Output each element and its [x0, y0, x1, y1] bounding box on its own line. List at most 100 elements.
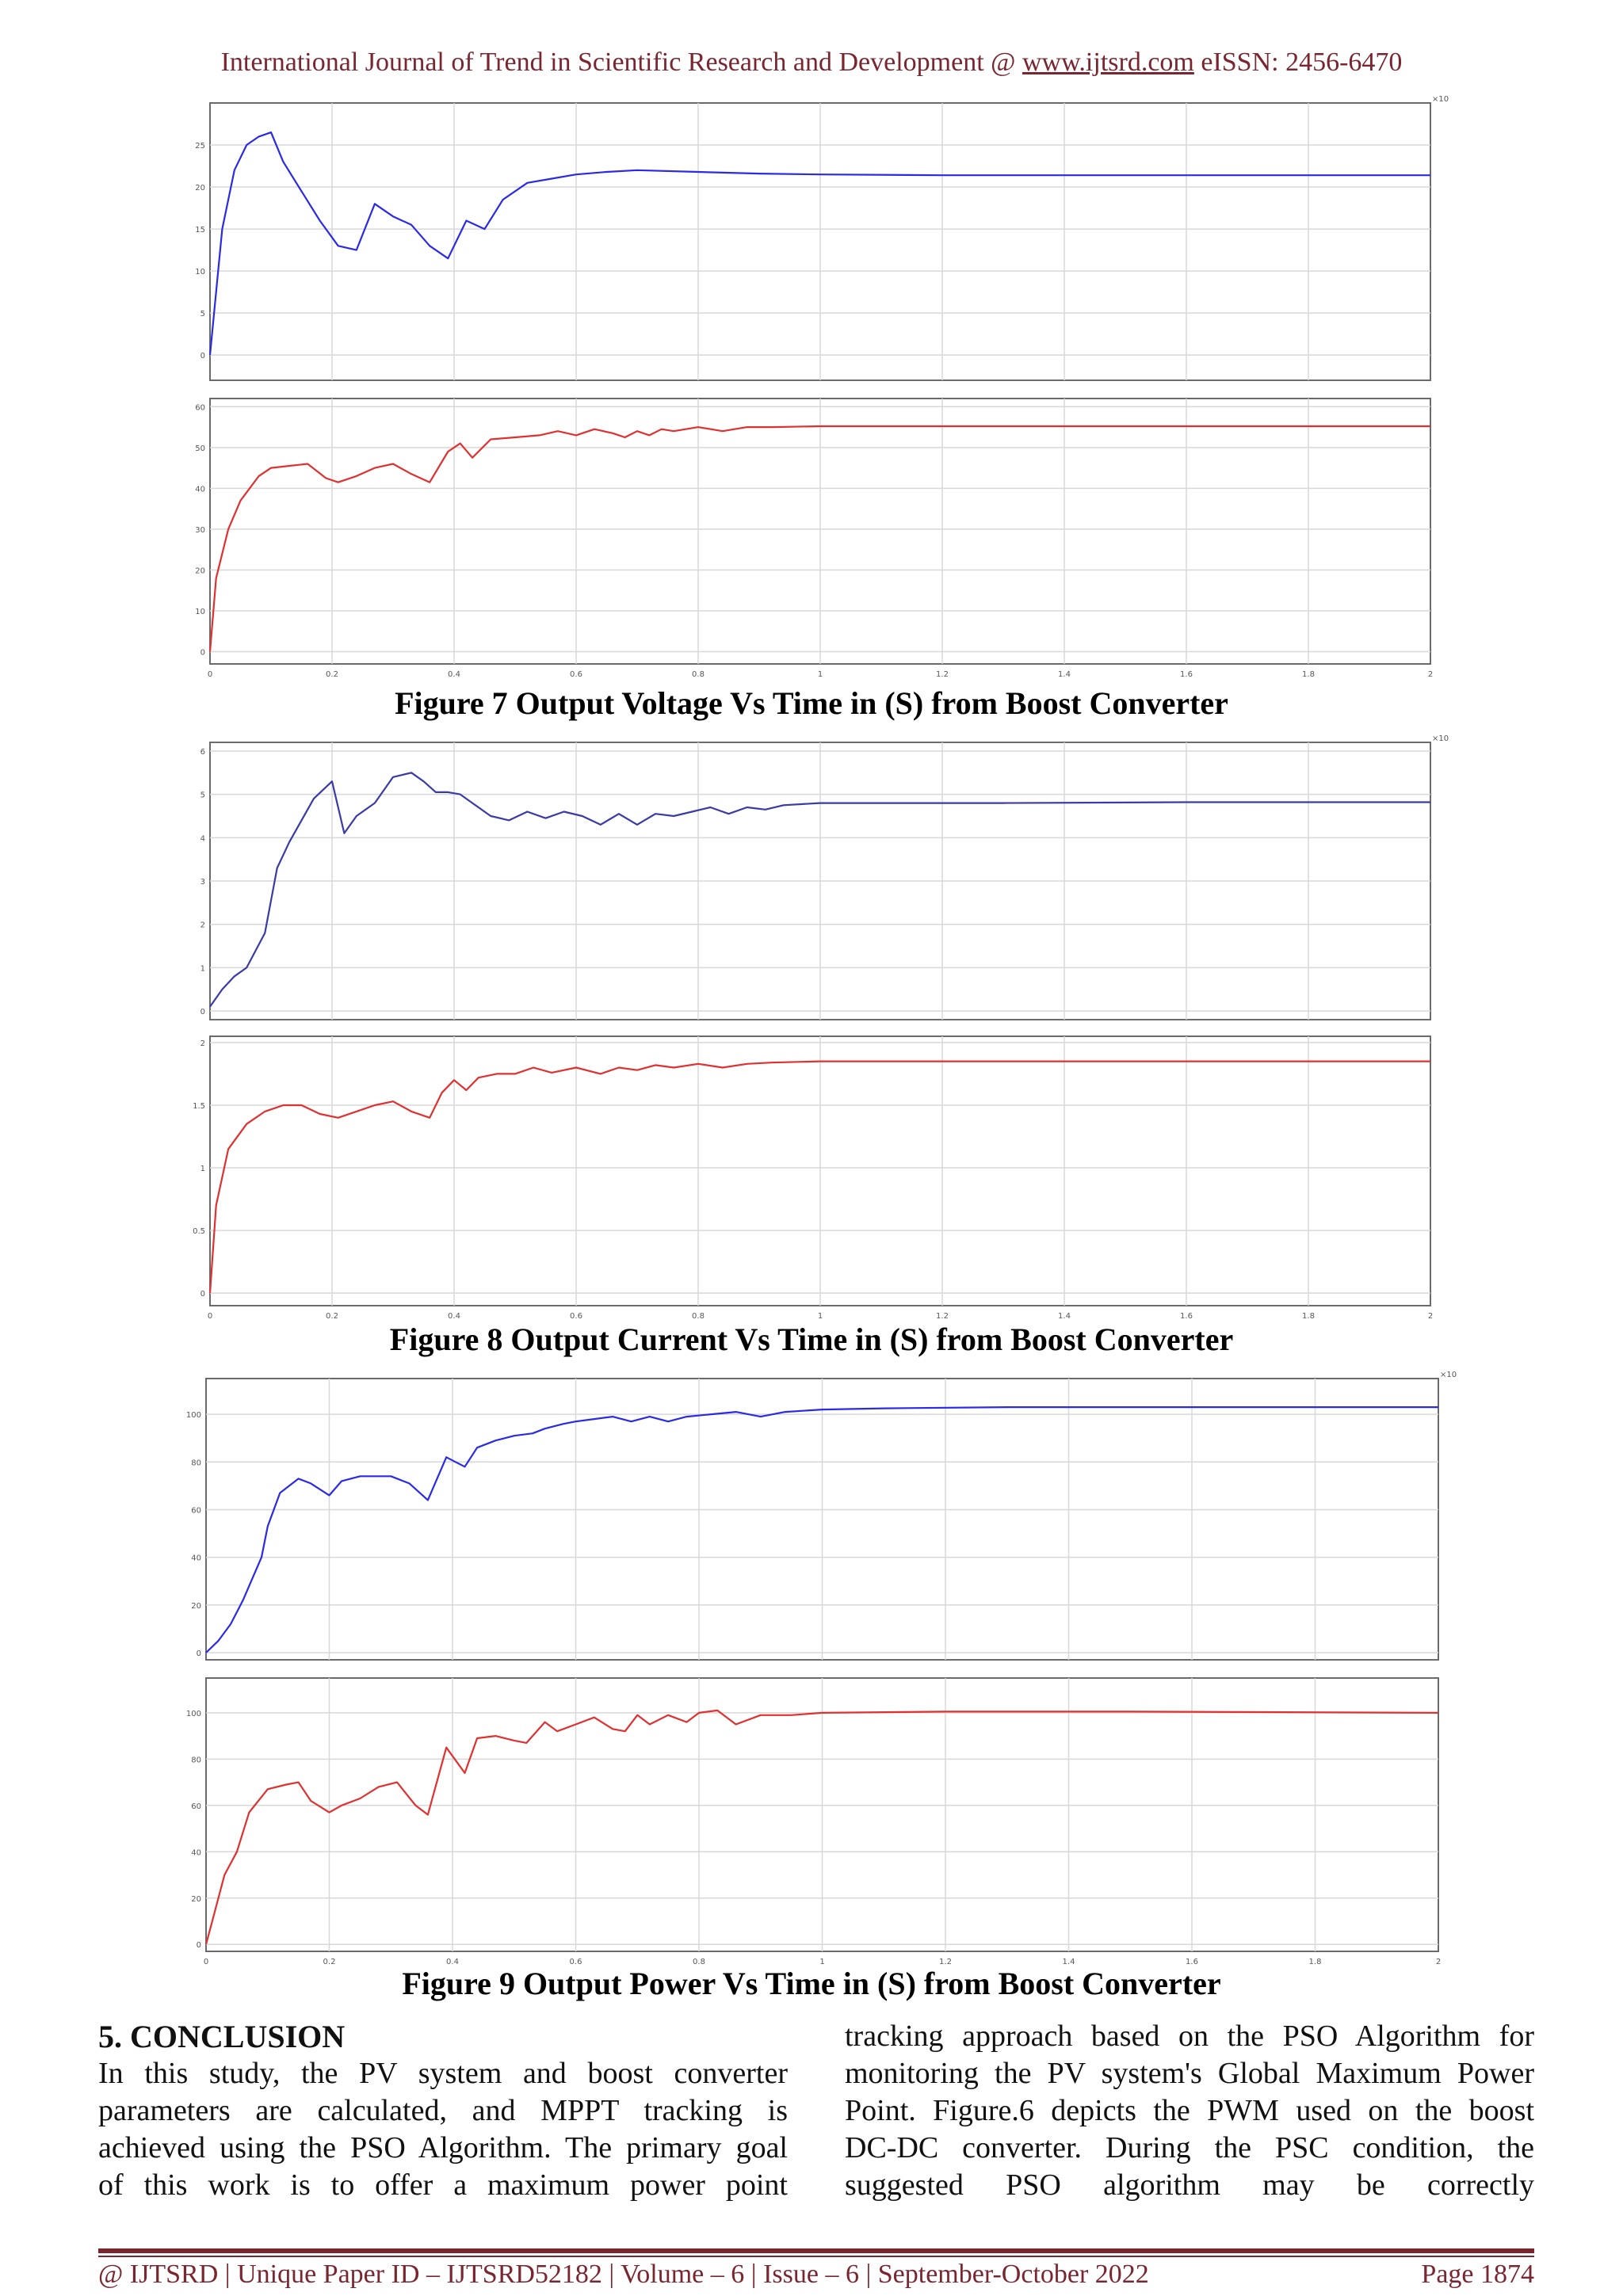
- y-tick-label: 40: [191, 1554, 201, 1563]
- x-tick-label: 0.2: [323, 1958, 336, 1966]
- series-line: [205, 1406, 1438, 1653]
- x-tick-label: 1.6: [1180, 1312, 1193, 1321]
- x-tick-label: 1: [819, 1958, 824, 1966]
- y-tick-label: 0: [200, 1008, 205, 1016]
- y-tick-label: 3: [200, 878, 205, 887]
- x-tick-label: 0.8: [693, 1958, 705, 1966]
- y-tick-label: 25: [195, 142, 205, 151]
- x-tick-label: 0.6: [570, 1958, 582, 1966]
- y-tick-label: 60: [195, 403, 205, 412]
- series-line: [204, 1709, 1439, 1945]
- series-line: [209, 772, 1430, 1008]
- series-line: [208, 1060, 1430, 1294]
- y-tick-label: 1: [200, 1165, 205, 1173]
- x-tick-label: 0: [204, 1958, 208, 1966]
- running-footer: @ IJTSRD | Unique Paper ID – IJTSRD52182…: [98, 2260, 1534, 2290]
- y-tick-label: 5: [200, 791, 205, 800]
- y-tick-label: 2: [200, 921, 205, 930]
- y-tick-label: 40: [191, 1848, 201, 1857]
- y-tick-label: 100: [186, 1710, 201, 1718]
- text-line: Point. Figure.6 depicts the PWM used on …: [845, 2094, 1534, 2127]
- y-tick-label: 100: [186, 1411, 201, 1420]
- x-tick-label: 0: [208, 1312, 212, 1321]
- x-tick-label: 1.4: [1058, 1312, 1071, 1321]
- journal-link[interactable]: www.ijtsrd.com: [1022, 48, 1194, 77]
- x-tick-label: 1.6: [1180, 670, 1193, 679]
- x-tick-label: 2: [1436, 1958, 1441, 1966]
- journal-name: International Journal of Trend in Scient…: [220, 48, 1022, 77]
- y-tick-label: 60: [191, 1802, 201, 1811]
- figure-8-caption: Figure 8 Output Current Vs Time in (S) f…: [389, 1322, 1234, 1357]
- figure-7-caption: Figure 7 Output Voltage Vs Time in (S) f…: [395, 685, 1228, 721]
- x-tick-label: 1.8: [1309, 1958, 1322, 1966]
- y-tick-label: 0: [197, 1941, 201, 1950]
- x-tick-label: 0.4: [446, 1958, 459, 1966]
- x-tick-label: 0.8: [692, 670, 705, 679]
- y-tick-label: 0.5: [193, 1227, 205, 1236]
- running-header: International Journal of Trend in Scient…: [0, 48, 1623, 78]
- x-tick-label: 0: [208, 670, 212, 679]
- footer-rule-thin: [98, 2256, 1534, 2257]
- x-tick-label: 2: [1428, 670, 1433, 679]
- x-tick-label: 0.2: [326, 670, 338, 679]
- text-line: In this study, the PV system and boost c…: [98, 2057, 788, 2090]
- axis-exponent-label: ×10: [1440, 1371, 1457, 1379]
- x-tick-label: 1: [818, 670, 823, 679]
- issn: eISSN: 2456-6470: [1193, 48, 1403, 77]
- page-number: Page 1874: [1421, 2260, 1534, 2289]
- y-tick-label: 0: [200, 352, 205, 360]
- text-line: parameters are calculated, and MPPT trac…: [98, 2094, 788, 2127]
- x-tick-label: 0.6: [570, 670, 582, 679]
- y-tick-label: 80: [191, 1756, 201, 1764]
- y-tick-label: 0: [197, 1650, 201, 1658]
- x-tick-label: 1.6: [1186, 1958, 1198, 1966]
- y-tick-label: 0: [200, 1290, 205, 1299]
- text-line: tracking approach based on the PSO Algor…: [845, 2019, 1534, 2053]
- y-tick-label: 2: [200, 1039, 205, 1048]
- x-tick-label: 1.8: [1302, 1312, 1315, 1321]
- section-title: 5. CONCLUSION: [98, 2019, 346, 2054]
- y-tick-label: 30: [195, 526, 205, 535]
- y-tick-label: 80: [191, 1459, 201, 1467]
- x-tick-label: 1.2: [936, 1312, 949, 1321]
- footer-rule: [98, 2248, 1534, 2253]
- conclusion-left-column: In this study, the PV system and boost c…: [98, 2055, 788, 2204]
- axis-exponent-label: ×10: [1432, 734, 1449, 743]
- x-tick-label: 0.8: [692, 1312, 705, 1321]
- text-line: DC-DC converter. During the PSC conditio…: [845, 2131, 1534, 2164]
- text-line: of this work is to offer a maximum power…: [98, 2168, 788, 2202]
- x-tick-label: 1.2: [939, 1958, 952, 1966]
- y-tick-label: 40: [195, 485, 205, 494]
- x-tick-label: 1: [818, 1312, 823, 1321]
- footer-info: @ IJTSRD | Unique Paper ID – IJTSRD52182…: [98, 2260, 1149, 2289]
- axis-exponent-label: ×10: [1432, 95, 1449, 104]
- x-tick-label: 1.4: [1058, 670, 1071, 679]
- y-tick-label: 1.5: [193, 1102, 205, 1111]
- conclusion-right-column: tracking approach based on the PSO Algor…: [845, 2018, 1534, 2204]
- y-tick-label: 50: [195, 444, 205, 453]
- y-tick-label: 0: [200, 649, 205, 658]
- y-tick-label: 5: [200, 310, 205, 318]
- x-tick-label: 0.2: [326, 1312, 338, 1321]
- y-tick-label: 20: [191, 1602, 201, 1611]
- y-tick-label: 10: [195, 608, 205, 616]
- text-line: monitoring the PV system's Global Maximu…: [845, 2057, 1534, 2090]
- y-tick-label: 15: [195, 226, 205, 235]
- x-tick-label: 1.8: [1302, 670, 1315, 679]
- text-line: achieved using the PSO Algorithm. The pr…: [98, 2131, 788, 2164]
- y-tick-label: 20: [195, 184, 205, 193]
- y-tick-label: 10: [195, 268, 205, 277]
- y-tick-label: 1: [200, 964, 205, 973]
- series-line: [208, 425, 1430, 652]
- figure-9-caption: Figure 9 Output Power Vs Time in (S) fro…: [402, 1966, 1221, 2001]
- y-tick-label: 6: [200, 748, 205, 757]
- y-tick-label: 20: [195, 566, 205, 575]
- y-tick-label: 4: [200, 834, 205, 843]
- x-tick-label: 2: [1428, 1312, 1433, 1321]
- x-tick-label: 0.4: [448, 670, 460, 679]
- series-line: [208, 132, 1430, 356]
- text-line: suggested PSO algorithm may be correctly: [845, 2168, 1534, 2202]
- x-tick-label: 1.4: [1063, 1958, 1075, 1966]
- y-tick-label: 20: [191, 1895, 201, 1904]
